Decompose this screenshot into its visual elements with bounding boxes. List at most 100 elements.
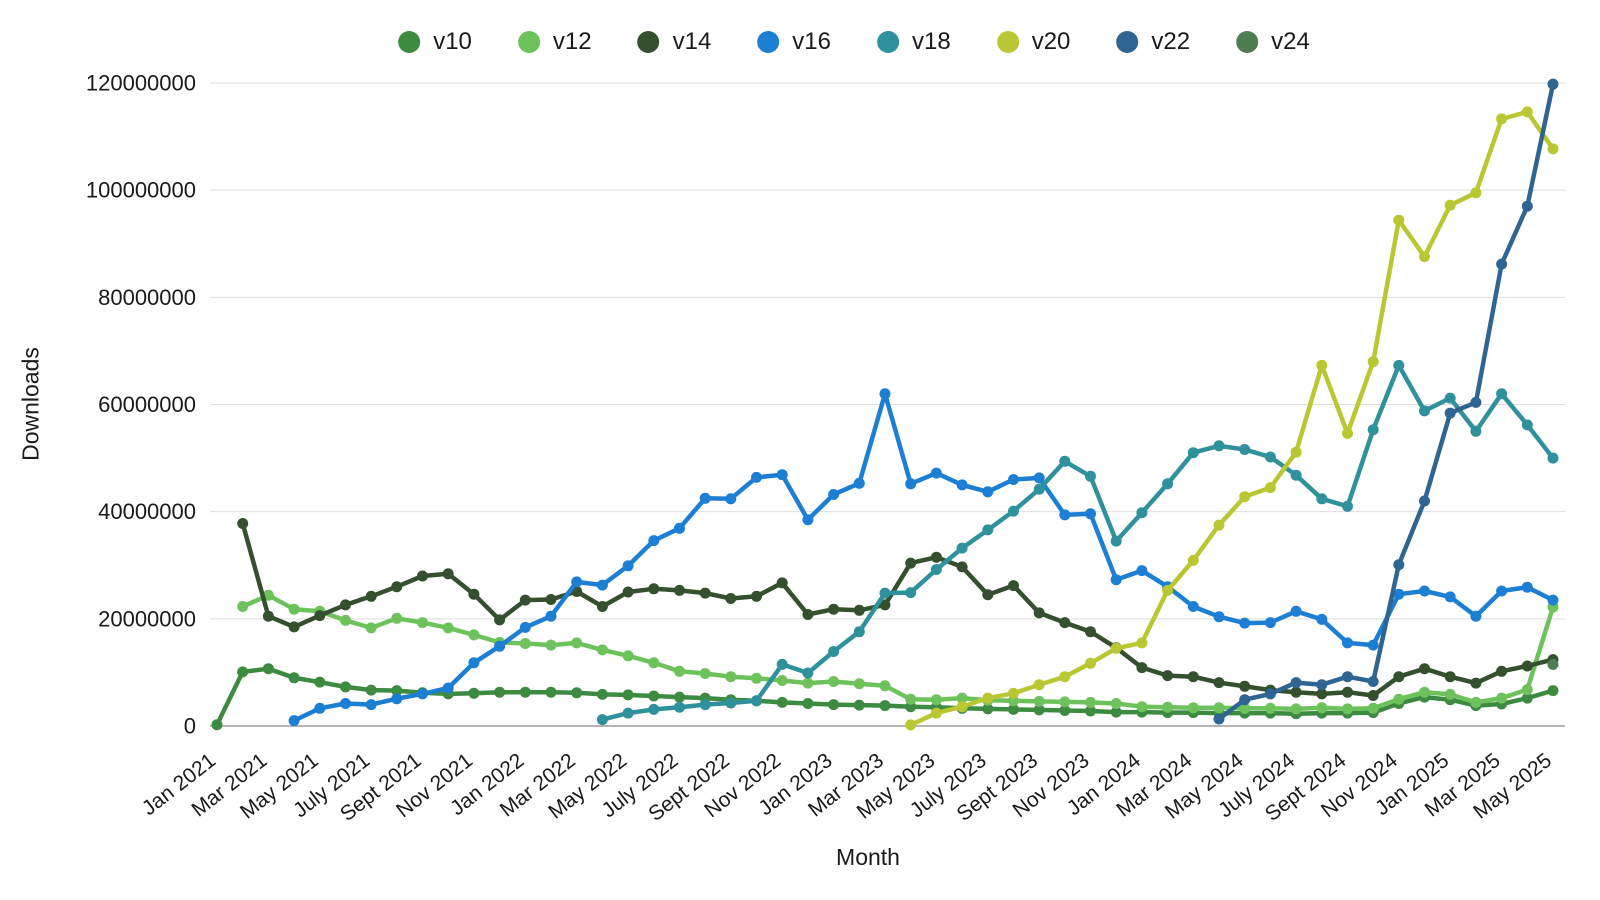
data-point-v14 [262, 610, 274, 622]
data-point-v12 [648, 657, 660, 669]
data-point-v20 [956, 701, 968, 713]
data-point-v20 [1110, 642, 1122, 654]
data-point-v16 [930, 467, 942, 479]
legend-dot-v24 [1236, 31, 1259, 53]
data-point-v14 [442, 568, 454, 580]
data-point-v16 [391, 693, 403, 705]
data-point-v16 [468, 657, 480, 669]
data-point-v18 [1008, 505, 1019, 517]
data-point-v12 [288, 603, 300, 615]
data-point-v12 [1264, 702, 1276, 714]
data-point-v18 [1136, 507, 1148, 519]
data-point-v18 [1393, 359, 1405, 371]
legend-label-v12: v12 [552, 28, 592, 55]
data-point-v14 [288, 621, 300, 633]
data-point-v16 [905, 478, 917, 490]
data-point-v14 [545, 594, 557, 605]
data-point-v14 [699, 587, 711, 599]
data-point-v16 [1085, 508, 1096, 520]
y-tick-label: 100000000 [86, 178, 196, 203]
data-point-v10 [596, 688, 608, 700]
data-point-v12 [751, 672, 762, 684]
legend-item-v10[interactable]: v10 [398, 28, 472, 56]
data-point-v18 [1264, 451, 1276, 463]
data-point-v10 [1547, 685, 1559, 697]
data-point-v18 [1187, 447, 1199, 459]
legend-item-v18[interactable]: v18 [877, 28, 951, 56]
data-point-v18 [699, 699, 711, 711]
legend-dot-v14 [637, 31, 660, 53]
data-point-v12 [699, 668, 711, 679]
data-point-v16 [1419, 585, 1430, 597]
data-point-v16 [1444, 591, 1456, 603]
data-point-v14 [417, 570, 428, 582]
data-point-v12 [1470, 696, 1482, 708]
data-point-v16 [1547, 594, 1559, 606]
series-v16 [288, 388, 1559, 727]
legend-dot-v16 [757, 31, 780, 53]
legend-label-v22: v22 [1151, 28, 1191, 55]
data-point-v14 [596, 601, 608, 612]
data-point-v12 [545, 639, 557, 651]
data-point-v18 [1444, 392, 1456, 404]
data-point-v10 [1085, 705, 1096, 717]
data-point-v16 [776, 469, 788, 481]
data-point-v24 [1547, 658, 1559, 670]
data-point-v20 [1342, 427, 1353, 439]
data-point-v22 [1521, 200, 1533, 212]
data-point-v14 [468, 588, 480, 600]
data-point-v14 [1239, 680, 1251, 692]
data-point-v12 [1059, 696, 1071, 708]
data-point-v14 [622, 586, 634, 598]
data-point-v12 [1444, 688, 1456, 700]
legend-dot-v22 [1116, 31, 1139, 53]
y-tick-label: 120000000 [86, 71, 196, 96]
data-point-v12 [776, 675, 788, 686]
data-point-v22 [1290, 677, 1302, 689]
data-point-v14 [956, 561, 968, 573]
legend-label-v20: v20 [1031, 28, 1071, 55]
legend-dot-v18 [877, 31, 899, 53]
legend-item-v12[interactable]: v12 [517, 28, 592, 56]
data-point-v12 [442, 622, 454, 634]
data-point-v22 [1444, 407, 1456, 419]
data-point-v10 [828, 699, 840, 711]
data-point-v10 [494, 686, 506, 698]
data-point-v20 [1290, 446, 1302, 458]
data-point-v18 [1110, 535, 1122, 547]
legend-item-v24[interactable]: v24 [1236, 28, 1310, 56]
data-point-v18 [905, 587, 917, 599]
data-point-v18 [879, 587, 891, 599]
data-point-v16 [314, 702, 326, 714]
data-point-v20 [905, 719, 917, 731]
data-point-v14 [1290, 686, 1302, 698]
legend-item-v16[interactable]: v16 [757, 28, 831, 56]
data-point-v12 [1521, 684, 1533, 696]
legend-item-v14[interactable]: v14 [637, 28, 711, 56]
data-point-v16 [648, 535, 660, 547]
data-point-v16 [417, 688, 428, 700]
data-point-v10 [776, 696, 788, 708]
data-point-v22 [1239, 694, 1251, 706]
data-point-v16 [1059, 509, 1071, 521]
data-point-v20 [1008, 687, 1019, 699]
data-point-v12 [1316, 702, 1328, 714]
data-point-v18 [802, 667, 814, 679]
data-point-v16 [1342, 637, 1353, 649]
data-point-v10 [1110, 706, 1122, 718]
data-point-v14 [237, 518, 249, 529]
data-point-v12 [391, 612, 403, 624]
series-line-v16 [291, 391, 1556, 723]
series-v24 [1547, 658, 1559, 670]
legend-item-v20[interactable]: v20 [996, 28, 1071, 56]
data-point-v18 [1342, 500, 1353, 512]
legend-item-v22[interactable]: v22 [1116, 28, 1190, 56]
data-point-v20 [1547, 143, 1559, 155]
data-point-v10 [519, 686, 531, 698]
data-point-v16 [725, 493, 737, 505]
data-point-v16 [1264, 617, 1276, 629]
data-point-v22 [1213, 713, 1225, 725]
data-point-v12 [596, 644, 608, 656]
data-point-v20 [1213, 519, 1225, 531]
data-point-v10 [391, 685, 403, 697]
